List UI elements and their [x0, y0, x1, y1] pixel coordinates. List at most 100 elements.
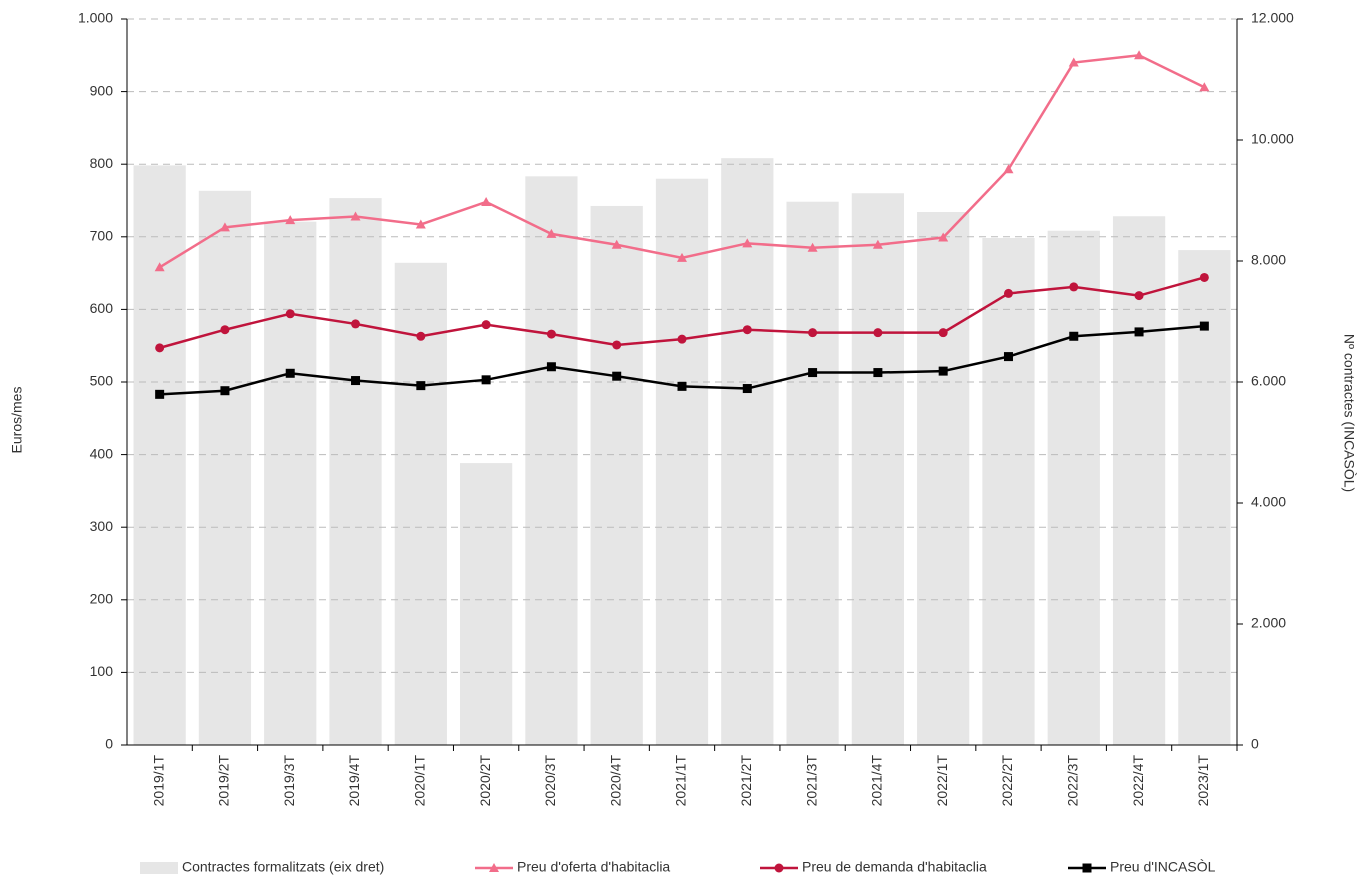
y2-tick-label: 2.000 — [1251, 615, 1286, 631]
marker — [415, 219, 426, 229]
marker — [1134, 50, 1145, 60]
marker — [872, 239, 883, 249]
marker — [808, 328, 818, 338]
bar — [1178, 250, 1231, 746]
x-tick-label: 2021/3T — [803, 755, 819, 807]
marker — [808, 368, 818, 378]
x-tick-label: 2019/4T — [346, 755, 362, 807]
marker — [1199, 321, 1209, 331]
marker — [285, 215, 296, 225]
bar — [1047, 230, 1100, 745]
marker — [546, 228, 557, 238]
y2-tick-label: 12.000 — [1251, 10, 1294, 26]
bar — [133, 165, 186, 745]
bars — [133, 158, 1231, 746]
marker — [742, 325, 752, 335]
y2-tick-label: 6.000 — [1251, 373, 1286, 389]
x-tick-label: 2020/4T — [607, 755, 623, 807]
y-tick-label: 200 — [90, 591, 114, 607]
marker — [774, 863, 784, 873]
marker — [938, 232, 949, 242]
marker — [742, 238, 753, 248]
x-tick-label: 2019/2T — [216, 755, 232, 807]
bar — [525, 176, 578, 746]
legend-swatch — [140, 862, 178, 874]
x-tick-label: 2022/1T — [934, 755, 950, 807]
marker — [873, 368, 883, 378]
marker — [1199, 272, 1209, 282]
legend-label: Preu de demanda d'habitaclia — [802, 859, 987, 875]
marker — [489, 863, 499, 872]
marker — [220, 325, 230, 335]
bar — [590, 205, 643, 745]
marker — [612, 340, 622, 350]
x-tick-label: 2022/3T — [1064, 755, 1080, 807]
x-tick-label: 2022/4T — [1130, 755, 1146, 807]
marker — [481, 320, 491, 330]
marker — [1199, 82, 1210, 92]
marker — [677, 252, 687, 262]
y2-tick-label: 4.000 — [1251, 494, 1286, 510]
bar — [982, 238, 1035, 745]
marker — [416, 331, 426, 341]
y-tick-label: 100 — [90, 663, 114, 679]
y-axis-label: Euros/mes — [9, 387, 25, 454]
marker — [481, 375, 491, 385]
marker — [1069, 282, 1079, 292]
marker — [546, 362, 556, 372]
x-tick-label: 2022/2T — [999, 755, 1015, 807]
y2-axis-label: Nº contractes (INCASÒL) — [1341, 334, 1357, 492]
bar — [917, 211, 970, 745]
bar — [329, 198, 382, 745]
y2-tick-label: 8.000 — [1251, 252, 1286, 268]
marker — [350, 211, 361, 221]
lines — [154, 50, 1210, 399]
marker — [677, 334, 687, 344]
marker — [351, 376, 361, 386]
marker — [1068, 57, 1079, 67]
x-tick-label: 2021/2T — [738, 755, 754, 807]
bar — [264, 221, 317, 746]
bar — [721, 158, 774, 745]
marker — [807, 242, 818, 252]
x-tick-label: 2019/1T — [150, 755, 166, 807]
y-tick-label: 400 — [90, 445, 114, 461]
marker — [873, 328, 883, 338]
x-tick-label: 2021/1T — [673, 755, 689, 807]
legend-label: Preu d'oferta d'habitaclia — [517, 859, 670, 875]
y2-tick-label: 10.000 — [1251, 131, 1294, 147]
marker — [938, 366, 948, 376]
x-tick-label: 2020/1T — [412, 755, 428, 807]
bar — [786, 201, 839, 745]
marker — [416, 381, 426, 391]
marker — [219, 222, 230, 232]
marker — [1134, 327, 1144, 337]
marker — [612, 371, 622, 381]
marker — [220, 386, 230, 396]
y-tick-label: 500 — [90, 373, 114, 389]
legend-label: Contractes formalitzats (eix dret) — [182, 859, 384, 875]
marker — [1069, 331, 1079, 341]
marker — [938, 328, 948, 338]
marker — [1003, 288, 1013, 298]
marker — [285, 309, 295, 319]
bar — [198, 190, 252, 745]
marker — [1003, 352, 1013, 362]
marker — [1134, 291, 1144, 301]
marker — [677, 381, 687, 391]
x-tick-label: 2019/3T — [281, 755, 297, 807]
marker — [742, 384, 752, 394]
marker — [155, 343, 165, 353]
bar — [394, 262, 447, 745]
x-tick-label: 2023/1T — [1195, 755, 1211, 807]
y-tick-label: 900 — [90, 82, 114, 98]
y-tick-label: 600 — [90, 300, 114, 316]
marker — [481, 196, 492, 206]
marker — [1003, 164, 1014, 174]
y2-tick-label: 0 — [1251, 736, 1259, 752]
marker — [285, 368, 295, 378]
legend-label: Preu d'INCASÒL — [1110, 859, 1216, 875]
marker — [351, 319, 361, 329]
